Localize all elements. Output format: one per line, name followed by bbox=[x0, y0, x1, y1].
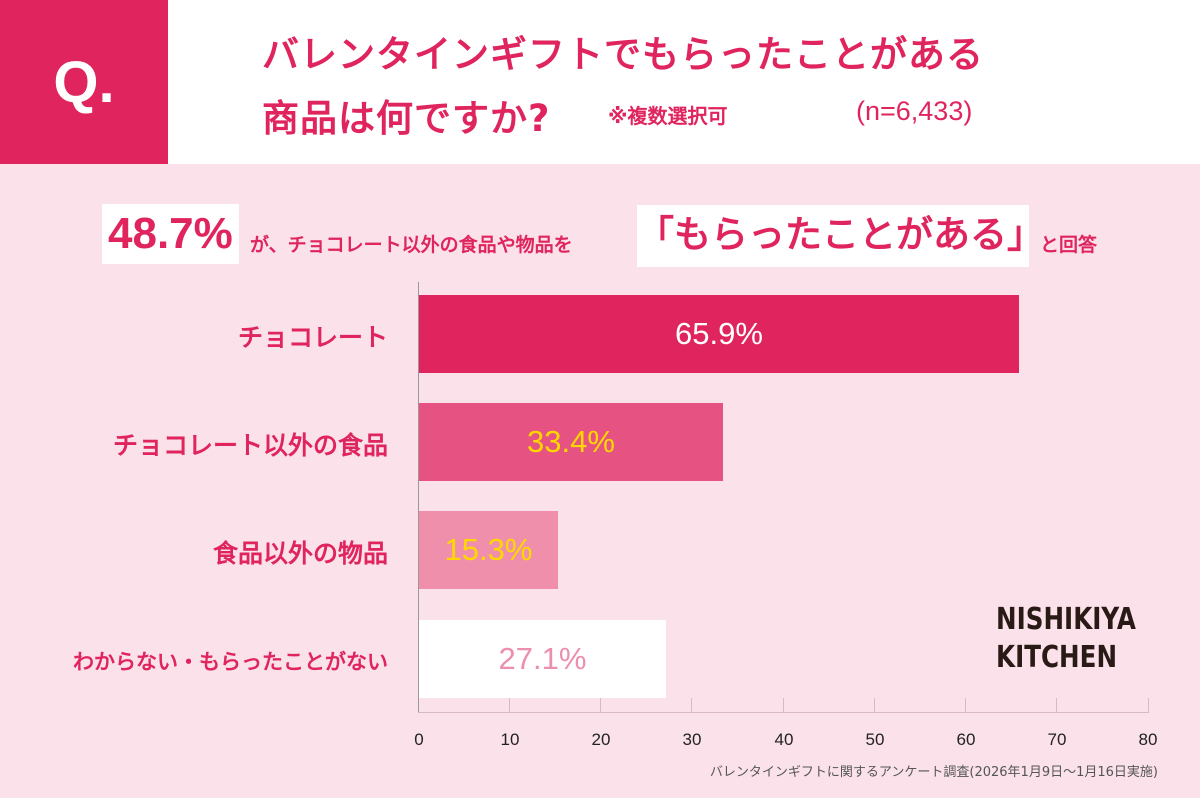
x-tick bbox=[965, 698, 966, 712]
bar-value-label: 33.4% bbox=[527, 424, 615, 459]
bar-value-label: 65.9% bbox=[675, 316, 763, 351]
source-note: バレンタインギフトに関するアンケート調査(2026年1月9日〜1月16日実施) bbox=[709, 765, 1158, 780]
x-tick-label: 0 bbox=[414, 730, 424, 749]
x-tick-label: 70 bbox=[1047, 730, 1067, 749]
x-tick-label: 10 bbox=[500, 730, 520, 749]
x-tick bbox=[600, 698, 601, 712]
x-tick-label: 80 bbox=[1138, 730, 1158, 749]
x-tick-label: 50 bbox=[865, 730, 885, 749]
x-tick-label: 30 bbox=[682, 730, 702, 749]
x-tick bbox=[874, 698, 875, 712]
category-label: チョコレート以外の食品 bbox=[112, 431, 388, 460]
category-label: わからない・もらったことがない bbox=[73, 650, 388, 674]
category-label: 食品以外の物品 bbox=[212, 539, 388, 568]
logo-line1: NISHIKIYA bbox=[996, 602, 1136, 637]
x-tick bbox=[1148, 698, 1149, 712]
header: Q. バレンタインギフトでもらったことがある 商品は何ですか? ※複数選択可 (… bbox=[0, 0, 1200, 164]
headline-end-text: と回答 bbox=[1040, 234, 1098, 256]
headline-middle-text: が、チョコレート以外の食品や物品を bbox=[250, 234, 573, 256]
question-title-line1: バレンタインギフトでもらったことがある bbox=[262, 33, 984, 76]
question-title-line2: 商品は何ですか? bbox=[262, 97, 551, 140]
sample-size: (n=6,433) bbox=[856, 96, 973, 126]
logo-line2: KITCHEN bbox=[996, 640, 1118, 675]
category-label: チョコレート bbox=[237, 323, 388, 352]
x-tick-label: 40 bbox=[774, 730, 794, 749]
bar-other-food: 33.4% bbox=[419, 403, 723, 481]
x-tick bbox=[1056, 698, 1057, 712]
x-axis-line bbox=[418, 712, 1149, 713]
x-tick bbox=[783, 698, 784, 712]
bar-chocolate: 65.9% bbox=[419, 295, 1019, 373]
x-tick bbox=[509, 698, 510, 712]
x-tick-label: 60 bbox=[956, 730, 976, 749]
question-badge: Q. bbox=[0, 0, 168, 164]
bar-value-label: 27.1% bbox=[498, 641, 587, 676]
x-tick bbox=[691, 698, 692, 712]
headline-quote: 「もらったことがある」 bbox=[637, 205, 1044, 267]
bar-value-label: 15.3% bbox=[444, 532, 533, 567]
brand-logo: NISHIKIYA KITCHEN bbox=[996, 601, 1136, 677]
bar-non-food-item: 15.3% bbox=[419, 511, 558, 589]
multiple-choice-note: ※複数選択可 bbox=[608, 104, 728, 128]
x-tick-label: 20 bbox=[591, 730, 611, 749]
headline-percent: 48.7% bbox=[102, 204, 239, 264]
bar-unknown-none: 27.1% bbox=[419, 620, 666, 698]
headline: 48.7% が、チョコレート以外の食品や物品を 「もらったことがある」 と回答 bbox=[0, 204, 1200, 267]
y-axis-line bbox=[418, 282, 419, 713]
